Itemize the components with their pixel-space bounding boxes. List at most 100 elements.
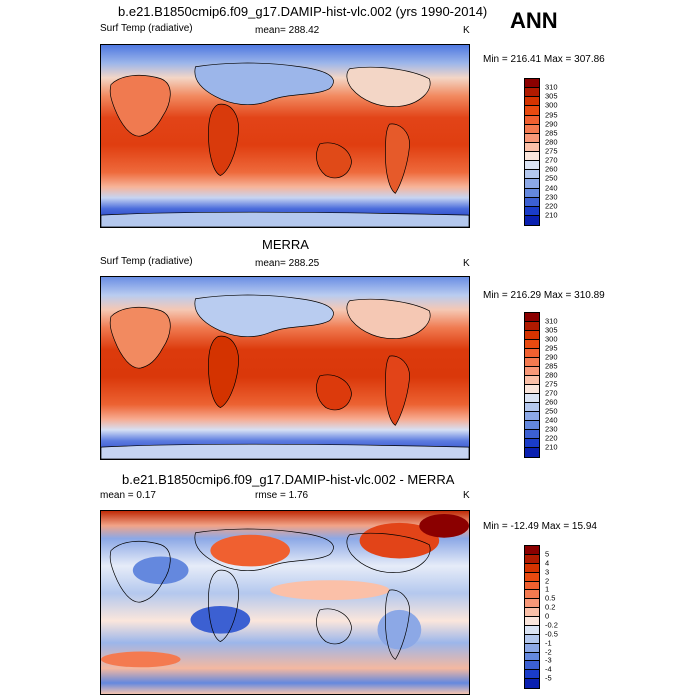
colorbar-swatch [525, 403, 539, 412]
colorbar-tick-label: 310 [545, 82, 558, 92]
colorbar-swatch [525, 572, 539, 582]
colorbar-swatch [525, 652, 539, 662]
colorbar-swatch [525, 124, 539, 134]
colorbar-swatch [525, 661, 539, 671]
panel1-mean-label: mean= 288.42 [255, 25, 320, 36]
colorbar-tick-label: -0.5 [545, 629, 558, 638]
colorbar-swatch [525, 170, 539, 180]
panel3-units-label: K [463, 490, 470, 501]
colorbar-tick-label: 270 [545, 388, 558, 398]
colorbar-swatch [525, 88, 539, 98]
colorbar-tick-label: 1 [545, 584, 550, 594]
season-label: ANN [510, 8, 558, 33]
colorbar-tick-label: 310 [545, 316, 558, 326]
colorbar-swatch [525, 97, 539, 107]
colorbar-tick-label: 305 [545, 325, 558, 335]
colorbar-tick-label: 250 [545, 173, 558, 183]
colorbar-swatch [525, 394, 539, 403]
panel3-rmse-label: rmse = 1.76 [255, 490, 309, 501]
colorbar-swatch [525, 679, 539, 688]
colorbar-tick-label: 250 [545, 406, 558, 416]
colorbar-tick-label: -4 [545, 664, 552, 674]
panel1-units-label: K [463, 25, 470, 36]
colorbar-tick-label: -1 [545, 637, 552, 647]
colorbar-swatch [525, 188, 539, 198]
colorbar-tick-label: 230 [545, 424, 558, 434]
colorbar-swatch [525, 106, 539, 116]
colorbar-tick-label: 240 [545, 182, 558, 192]
colorbar-swatch [525, 79, 539, 89]
panel2-title: MERRA [262, 237, 309, 252]
colorbar-swatch [525, 599, 539, 609]
colorbar-tick-label: 2 [545, 575, 550, 585]
figure-title: b.e21.B1850cmip6.f09_g17.DAMIP-hist-vlc.… [118, 4, 488, 19]
colorbar-tick-label: 230 [545, 191, 558, 201]
colorbar-swatch [525, 179, 539, 189]
panel1-map-plot [101, 45, 469, 227]
colorbar-tick-label: 290 [545, 352, 558, 362]
colorbar-tick-label: 240 [545, 415, 558, 425]
colorbar-tick-label: -2 [545, 646, 552, 656]
colorbar-swatch [525, 331, 539, 340]
panel3-minmax-label: Min = -12.49 Max = 15.94 [483, 521, 597, 532]
colorbar-swatch [525, 581, 539, 591]
colorbar-tick-label: 210 [545, 442, 558, 452]
panel2-map [100, 276, 470, 460]
colorbar-swatch [525, 554, 539, 564]
panel2-minmax-label: Min = 216.29 Max = 310.89 [483, 290, 605, 301]
colorbar-tick-label: 275 [545, 146, 558, 156]
colorbar-swatch [525, 421, 539, 430]
colorbar-tick-label: 4 [545, 558, 550, 567]
colorbar-tick-label: 295 [545, 343, 558, 353]
colorbar-swatch [525, 546, 539, 555]
colorbar-swatch [525, 313, 539, 322]
colorbar-tick-label: -5 [545, 673, 552, 683]
colorbar-swatch [525, 670, 539, 680]
colorbar-swatch [525, 152, 539, 162]
colorbar-swatch [525, 563, 539, 573]
colorbar-swatch [525, 439, 539, 448]
colorbar-tick-label: 295 [545, 109, 558, 119]
colorbar-tick-label: 5 [545, 549, 550, 559]
colorbar-tick-label: 290 [545, 118, 558, 128]
panel2-colorbar [524, 312, 540, 458]
colorbar-tick-label: 285 [545, 128, 558, 137]
colorbar-tick-label: -0.2 [545, 620, 558, 630]
colorbar-swatch [525, 385, 539, 394]
colorbar-tick-label: 220 [545, 433, 558, 443]
colorbar-tick-label: 260 [545, 397, 558, 407]
colorbar-swatch [525, 376, 539, 385]
colorbar-swatch [525, 448, 539, 457]
panel2-variable-label: Surf Temp (radiative) [100, 256, 193, 267]
colorbar-swatch [525, 349, 539, 358]
colorbar-tick-label: 210 [545, 210, 558, 220]
panel1-minmax-label: Min = 216.41 Max = 307.86 [483, 54, 605, 65]
panel1-colorbar [524, 78, 540, 226]
colorbar-swatch [525, 643, 539, 653]
colorbar-swatch [525, 625, 539, 635]
colorbar-tick-label: 0.5 [545, 593, 556, 603]
colorbar-tick-label: 285 [545, 361, 558, 371]
colorbar-swatch [525, 322, 539, 331]
colorbar-swatch [525, 358, 539, 367]
colorbar-tick-label: -3 [545, 655, 552, 665]
panel2-mean-label: mean= 288.25 [255, 258, 320, 269]
colorbar-tick-label: 0 [545, 611, 550, 621]
colorbar-tick-label: 0.2 [545, 602, 556, 612]
panel3-map [100, 510, 470, 695]
colorbar-swatch [525, 340, 539, 349]
colorbar-swatch [525, 430, 539, 439]
colorbar-swatch [525, 215, 539, 225]
panel3-colorbar [524, 545, 540, 689]
panel2-units-label: K [463, 258, 470, 269]
colorbar-swatch [525, 634, 539, 644]
colorbar-tick-label: 305 [545, 91, 558, 101]
colorbar-swatch [525, 133, 539, 143]
colorbar-swatch [525, 142, 539, 152]
colorbar-tick-label: 280 [545, 137, 558, 147]
colorbar-swatch [525, 197, 539, 207]
panel3-map-plot [101, 511, 469, 694]
colorbar-tick-label: 280 [545, 370, 558, 380]
colorbar-swatch [525, 161, 539, 171]
colorbar-tick-label: 300 [545, 100, 558, 110]
